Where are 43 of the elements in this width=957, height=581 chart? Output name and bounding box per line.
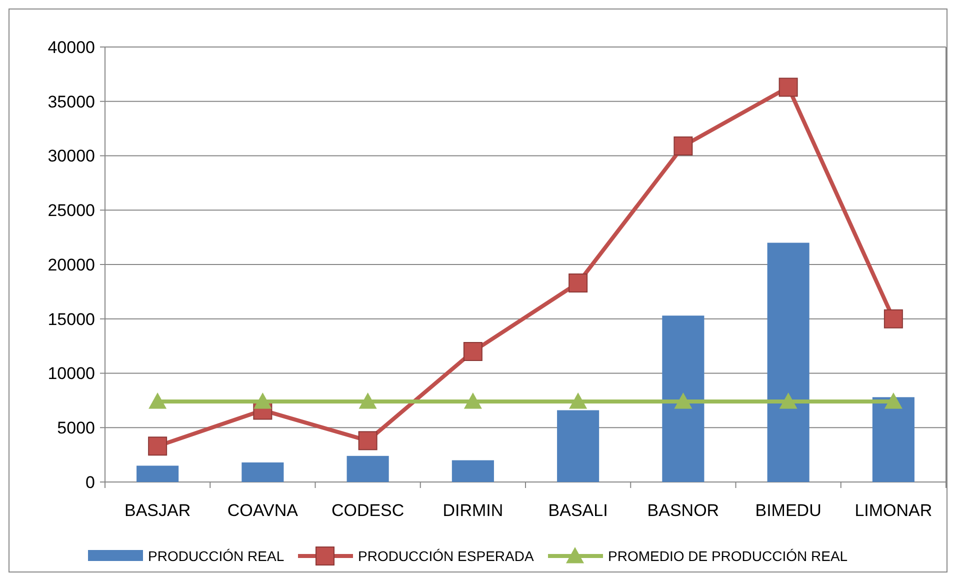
bar (872, 397, 914, 482)
bar (346, 456, 389, 482)
point (358, 392, 377, 409)
point (463, 342, 482, 361)
x-tick-label: BASNOR (647, 501, 720, 520)
x-tick-label: BASJAR (124, 501, 191, 520)
point (778, 78, 798, 97)
bar (136, 466, 179, 482)
bar (767, 242, 810, 482)
bar (662, 316, 704, 482)
legend-label: PRODUCCIÓN ESPERADA (358, 548, 534, 564)
point (884, 392, 902, 409)
point (148, 436, 168, 456)
x-tick-label: CODESC (331, 501, 404, 520)
bar (452, 460, 494, 482)
x-tick-label: LIMONAR (854, 501, 932, 520)
point (569, 392, 588, 409)
x-tick-label: BASALI (548, 501, 608, 520)
x-tick-label: DIRMIN (442, 501, 504, 520)
y-tick-label: 40000 (48, 38, 95, 57)
y-tick-label: 25000 (48, 201, 95, 220)
y-tick-label: 30000 (48, 146, 95, 166)
point (254, 392, 272, 409)
point (674, 136, 693, 156)
y-tick-label: 10000 (48, 364, 95, 384)
point (358, 431, 378, 450)
bar (242, 462, 284, 482)
point (464, 392, 482, 409)
x-tick-label: BIMEDU (755, 501, 822, 520)
point (674, 392, 692, 409)
y-tick-label: 15000 (48, 310, 95, 329)
point (779, 392, 798, 409)
point (148, 392, 167, 409)
y-tick-label: 0 (86, 472, 95, 492)
y-tick-label: 35000 (48, 92, 95, 112)
legend-label: PROMEDIO DE PRODUCCIÓN REAL (608, 548, 848, 564)
legend-label: PRODUCCIÓN REAL (148, 548, 284, 564)
point (568, 273, 588, 292)
bar (557, 410, 600, 482)
y-tick-label: 20000 (48, 255, 95, 274)
x-tick-label: COAVNA (227, 501, 299, 520)
point (884, 309, 903, 328)
y-tick-label: 5000 (57, 418, 95, 438)
